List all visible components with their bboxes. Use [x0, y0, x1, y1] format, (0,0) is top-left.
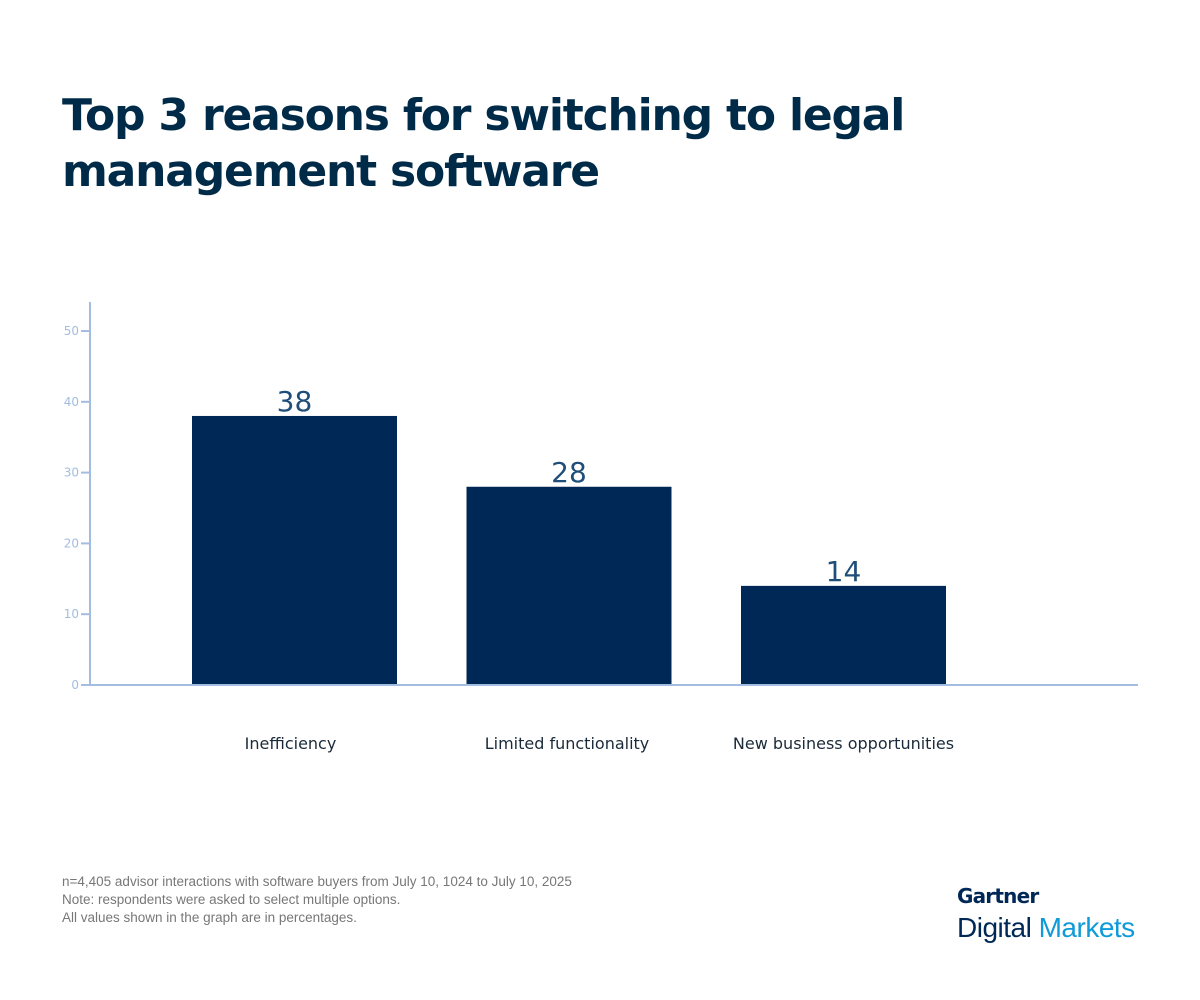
- y-tick-label: 0: [71, 678, 79, 692]
- footnote-units: All values shown in the graph are in per…: [62, 910, 357, 925]
- footnotes: n=4,405 advisor interactions with softwa…: [62, 873, 572, 927]
- x-tick-label: Inefficiency: [245, 734, 337, 753]
- bar-1: [466, 486, 672, 685]
- data-label: 14: [826, 555, 862, 588]
- x-tick-label: New business opportunities: [733, 734, 954, 753]
- y-tick-label: 20: [64, 536, 79, 550]
- data-label: 38: [277, 385, 313, 418]
- bar-2: [741, 585, 946, 685]
- y-tick-label: 40: [64, 395, 79, 409]
- y-tick-label: 30: [64, 466, 79, 480]
- logo-digital: Digital: [957, 912, 1032, 943]
- logo-markets: Markets: [1038, 912, 1136, 943]
- y-tick-label: 10: [64, 607, 79, 621]
- gartner-digital-markets-logo: Gartner Digital Markets: [957, 884, 1135, 944]
- data-label: 28: [551, 456, 587, 489]
- logo-gartner: Gartner: [957, 884, 1039, 908]
- bar-0: [192, 415, 397, 685]
- chart-title: Top 3 reasons for switching to legal man…: [62, 90, 905, 197]
- x-tick-label: Limited functionality: [485, 734, 650, 753]
- footnote-note: Note: respondents were asked to select m…: [62, 892, 401, 907]
- y-tick-label: 50: [64, 324, 79, 338]
- footnote-sample: n=4,405 advisor interactions with softwa…: [62, 874, 572, 889]
